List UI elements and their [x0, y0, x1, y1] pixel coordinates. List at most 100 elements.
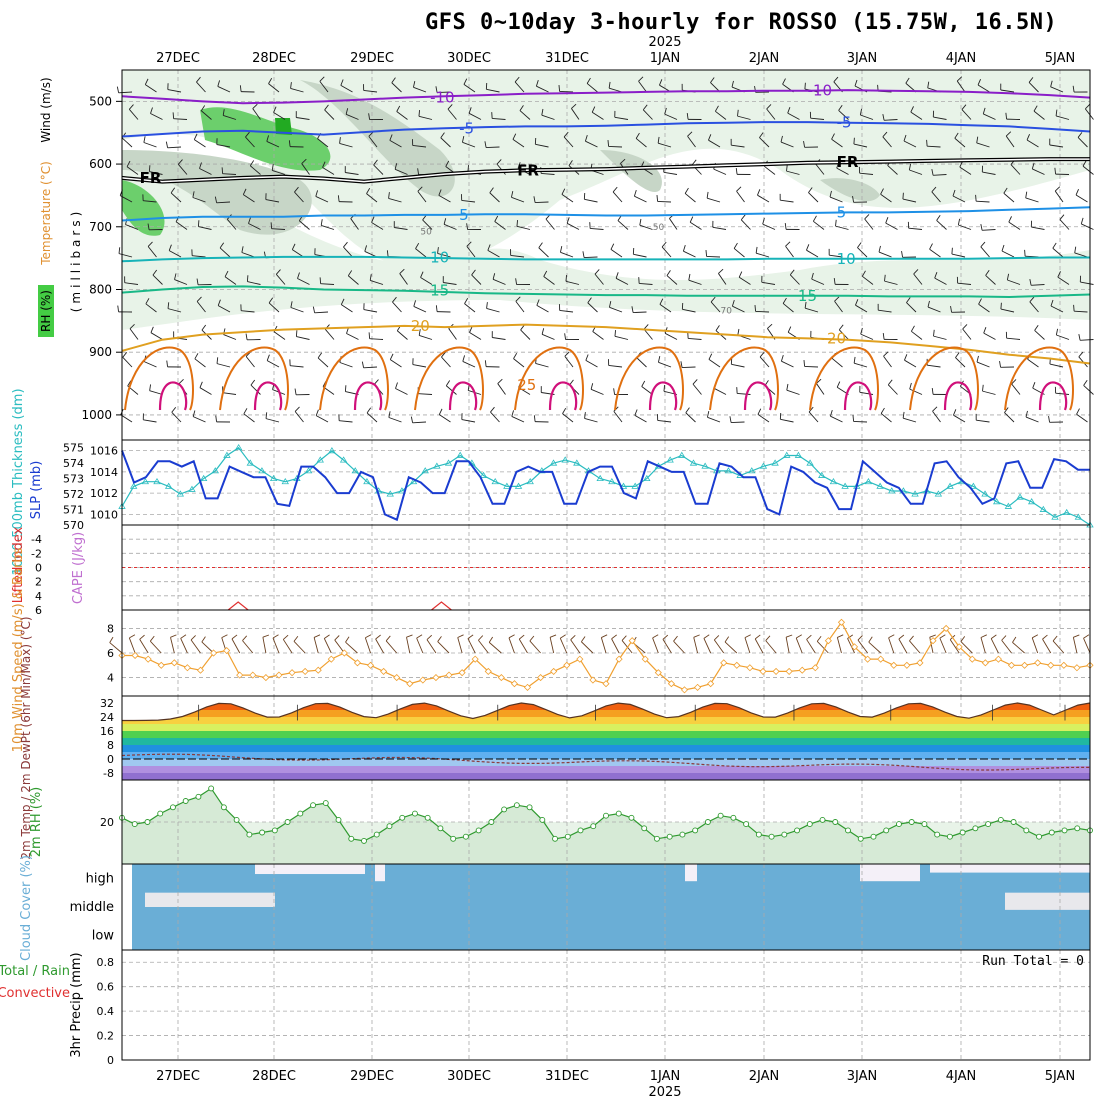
- barb-shaft: [682, 366, 696, 369]
- wind-barb: [811, 272, 825, 285]
- barb-shaft: [982, 171, 996, 175]
- thickness-point: [888, 487, 896, 494]
- barb-flag: [910, 106, 914, 113]
- wind-barb: [396, 105, 408, 120]
- barb-flag: [124, 276, 126, 283]
- wind-barb: [200, 105, 212, 120]
- barb-flag: [853, 137, 855, 145]
- barb-shaft: [290, 87, 304, 93]
- barb-shaft: [143, 419, 157, 423]
- barb-flag: [582, 251, 585, 258]
- barb-flag: [1055, 328, 1059, 336]
- thickness-tick-label: 570: [63, 519, 84, 532]
- wind10-point: [196, 666, 205, 674]
- barb-shaft: [412, 145, 427, 148]
- wind-barb: [786, 383, 800, 395]
- barb-flag: [584, 412, 586, 419]
- wind-barb: [415, 242, 427, 258]
- wind10-barb: [652, 634, 659, 654]
- barb-shaft: [486, 88, 500, 93]
- barb-shaft: [150, 113, 163, 120]
- wind-barb: [442, 276, 457, 285]
- wind-barb: [1054, 386, 1070, 395]
- wind-barb: [852, 196, 868, 203]
- rh2m-point: [539, 816, 546, 823]
- wind10-barb: [724, 636, 738, 654]
- barb-shaft: [806, 249, 819, 258]
- rh2m-point: [959, 829, 966, 836]
- barb-flag: [413, 300, 417, 307]
- barb-flag: [491, 112, 493, 119]
- mb-tick-label: 500: [89, 94, 112, 108]
- barb-flag: [559, 246, 563, 253]
- rh-shade-mid: [820, 178, 880, 202]
- temp-tick-label: 24: [100, 711, 114, 724]
- wind-barb: [1001, 244, 1015, 258]
- wind10-point: [484, 667, 492, 675]
- wind-barb: [564, 333, 580, 341]
- barb-flag: [199, 381, 203, 388]
- barb-flag: [932, 406, 938, 412]
- barb-flag: [438, 189, 442, 196]
- wind-barb: [853, 137, 868, 148]
- wind-barb: [1011, 379, 1021, 395]
- wind-barb: [590, 383, 604, 395]
- barb-flag: [855, 299, 859, 306]
- barb-shaft: [478, 639, 489, 654]
- barb-shaft: [855, 304, 868, 313]
- barb-flag: [1028, 77, 1034, 83]
- barb-flag: [496, 159, 502, 165]
- panel-frames: [116, 69, 1091, 1061]
- isotherm-20: [121, 323, 1091, 365]
- wind-barb: [1057, 271, 1070, 285]
- wind10-point: [759, 667, 767, 675]
- thickness-point: [701, 462, 709, 469]
- isotherm-label: -5: [459, 119, 474, 137]
- wind-barb: [126, 160, 139, 175]
- barb-flag: [857, 242, 862, 248]
- isotherm-fr-inner: [121, 158, 1090, 183]
- barb-shaft: [929, 637, 934, 654]
- barb-shaft: [143, 142, 157, 148]
- wind-barb: [589, 222, 604, 230]
- barb-flag: [174, 273, 177, 280]
- wind10-barb: [478, 635, 489, 654]
- wind-barb: [389, 353, 402, 368]
- slp-ylabel2: SLP (mb): [29, 461, 44, 520]
- wind-barb: [143, 355, 157, 368]
- wind-barb: [275, 269, 286, 285]
- barb-flag: [608, 301, 612, 308]
- barb-shaft: [836, 637, 842, 654]
- rh2m-point: [513, 802, 520, 809]
- wind10-ylabel: 10m Wind Speed (m/s) & Barbs: [11, 547, 26, 752]
- barb-flag: [172, 112, 175, 119]
- barb-shaft: [340, 84, 353, 93]
- barb-flag: [1073, 634, 1080, 638]
- rh2m-point: [424, 814, 431, 821]
- barb-shaft: [486, 146, 500, 149]
- cloud-gap: [255, 864, 365, 875]
- barb-shaft: [149, 229, 163, 231]
- wind-barb: [249, 160, 261, 175]
- barb-flag: [978, 298, 982, 305]
- rh2m-point: [895, 821, 902, 828]
- wind-barb: [418, 329, 433, 340]
- barb-shaft: [932, 410, 941, 423]
- barb-shaft: [1055, 173, 1070, 175]
- barb-shaft: [145, 84, 157, 93]
- barb-flag: [461, 194, 463, 201]
- wind-tick-label: 6: [107, 647, 114, 660]
- barb-flag: [484, 141, 487, 148]
- isotherm-25-loop: [219, 346, 289, 411]
- wind-barb: [315, 190, 329, 203]
- barb-flag: [1054, 386, 1057, 394]
- wind-barb: [705, 250, 721, 258]
- barb-flag: [885, 217, 889, 224]
- barb-flag: [929, 634, 936, 638]
- wind-barb: [197, 220, 212, 230]
- barb-flag: [1076, 408, 1080, 415]
- rh2m-point: [590, 823, 597, 830]
- wind-tick-label: 4: [107, 672, 114, 685]
- wind-barb: [585, 354, 598, 368]
- barb-shaft: [395, 388, 408, 395]
